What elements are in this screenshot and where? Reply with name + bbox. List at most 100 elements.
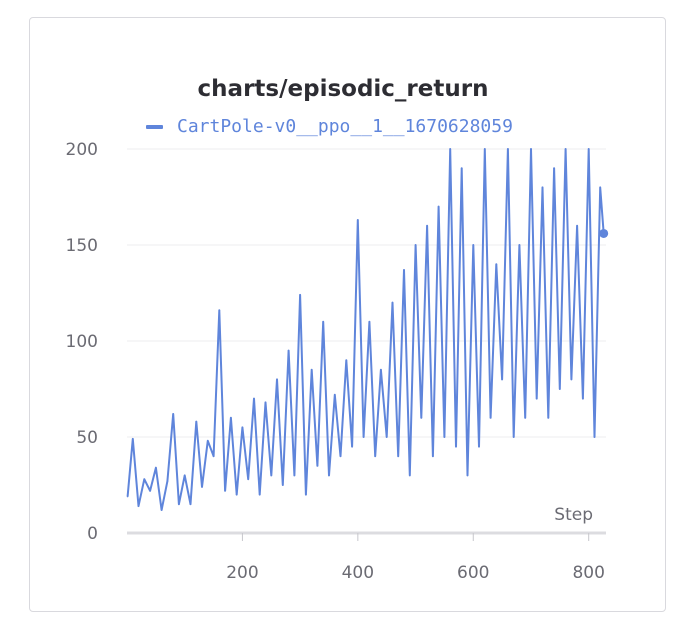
data-point [235,493,238,496]
data-point [530,148,532,150]
data-point [287,349,290,352]
data-point [460,167,463,169]
y-tick-label: 200 [66,140,98,160]
data-point [512,436,515,438]
data-point [206,440,209,442]
data-point [247,478,249,481]
data-point [466,474,469,477]
data-point [253,397,255,400]
series-line[interactable] [126,148,605,511]
data-point [437,205,440,208]
data-point [449,148,451,150]
data-point [322,321,325,323]
data-point [397,455,400,458]
data-point [201,486,203,488]
data-point [282,484,284,486]
data-point [328,474,330,477]
data-point [293,474,296,477]
y-tick-label: 0 [87,524,98,544]
data-point [126,495,129,498]
data-point [183,474,186,477]
data-point [368,321,371,323]
data-point [155,466,157,469]
data-point [495,263,498,266]
data-point [414,244,417,246]
data-point [339,455,342,458]
data-point [345,359,348,362]
data-point [310,369,313,371]
data-point [478,445,480,448]
x-tick-label: 200 [226,563,258,583]
data-point [489,417,492,419]
data-point [385,436,388,438]
x-axis-title: Step [554,505,593,525]
data-point [149,489,151,492]
data-point [230,417,232,419]
data-point [582,397,584,400]
data-point [432,455,434,458]
data-point [472,244,475,246]
series-layer [126,148,609,511]
data-point [351,445,353,448]
data-point [518,244,521,246]
data-point [593,436,596,438]
data-point [426,225,428,227]
data-point [224,489,226,492]
data-point [587,148,590,150]
data-point [160,509,163,511]
data-point [443,436,446,438]
data-point [264,401,267,404]
data-point [501,378,503,381]
data-point [420,417,423,419]
series-end-marker [599,228,609,238]
data-point [484,148,486,150]
x-tick-label: 600 [457,563,489,583]
data-point [535,397,538,400]
y-tick-label: 150 [66,236,98,256]
data-point [316,465,319,467]
data-point [403,269,405,271]
data-point [455,445,457,448]
data-point [189,503,192,506]
data-point [570,378,573,381]
x-axis: 200 400 600 800 [127,531,606,583]
y-tick-label: 50 [76,428,98,448]
x-tick-label: 400 [342,563,374,583]
data-point [195,420,198,423]
data-point [299,294,301,296]
chart-title: charts/episodic_return [197,76,489,102]
legend[interactable]: CartPole-v0__ppo__1__1670628059 [146,116,513,137]
data-point [333,393,336,396]
data-point [131,438,134,440]
data-point [599,186,602,189]
data-point [212,455,215,458]
data-point [178,503,180,506]
chart-panel [29,17,666,612]
data-point [576,225,578,227]
data-point [166,480,169,482]
y-axis: 0 50 100 150 200 [66,140,98,544]
data-point [374,455,376,458]
data-point [137,505,140,507]
data-point [408,474,411,477]
data-point [258,493,261,496]
data-point [547,417,550,419]
data-point [391,301,394,304]
data-point [362,436,365,438]
data-point [559,388,561,390]
data-point [241,426,244,429]
data-point [541,186,544,189]
legend-swatch [146,124,163,129]
data-point [218,309,221,312]
data-point [524,417,527,419]
y-tick-label: 100 [66,332,98,352]
data-point [507,148,509,150]
x-tick-label: 800 [572,563,604,583]
grid-lines [127,148,606,534]
data-point [380,369,382,371]
data-point [357,219,359,221]
data-point [270,474,273,477]
data-point [564,148,567,150]
data-point [305,493,307,496]
